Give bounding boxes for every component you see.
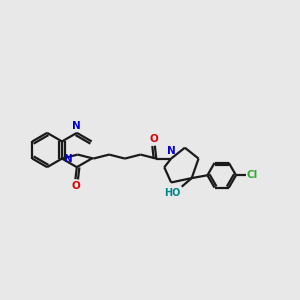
Text: O: O — [71, 181, 80, 191]
Text: HO: HO — [164, 188, 181, 198]
Text: O: O — [149, 134, 158, 144]
Text: N: N — [167, 146, 176, 156]
Text: Cl: Cl — [247, 170, 258, 180]
Text: N: N — [73, 121, 81, 130]
Text: N: N — [64, 154, 73, 164]
